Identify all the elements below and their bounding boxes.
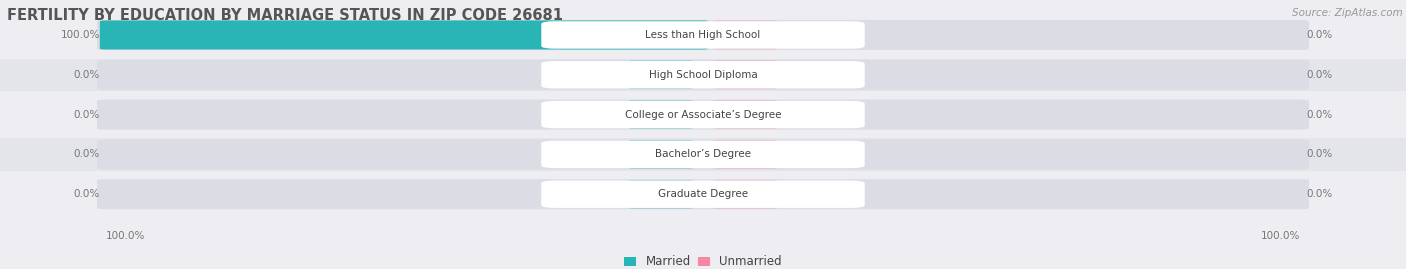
FancyBboxPatch shape [713, 100, 778, 129]
FancyBboxPatch shape [97, 20, 1309, 50]
Text: Graduate Degree: Graduate Degree [658, 189, 748, 199]
Text: 0.0%: 0.0% [73, 109, 100, 120]
Text: College or Associate’s Degree: College or Associate’s Degree [624, 109, 782, 120]
Text: Less than High School: Less than High School [645, 30, 761, 40]
FancyBboxPatch shape [97, 60, 1309, 90]
FancyBboxPatch shape [628, 61, 693, 89]
FancyBboxPatch shape [713, 61, 778, 89]
FancyBboxPatch shape [97, 100, 1309, 130]
FancyBboxPatch shape [0, 19, 1406, 51]
FancyBboxPatch shape [541, 180, 865, 208]
FancyBboxPatch shape [541, 101, 865, 128]
Text: 0.0%: 0.0% [1306, 189, 1333, 199]
Text: High School Diploma: High School Diploma [648, 70, 758, 80]
Text: 100.0%: 100.0% [105, 231, 145, 241]
Text: FERTILITY BY EDUCATION BY MARRIAGE STATUS IN ZIP CODE 26681: FERTILITY BY EDUCATION BY MARRIAGE STATU… [7, 8, 562, 23]
Text: 0.0%: 0.0% [1306, 109, 1333, 120]
FancyBboxPatch shape [628, 140, 693, 169]
FancyBboxPatch shape [541, 21, 865, 49]
FancyBboxPatch shape [713, 21, 778, 49]
FancyBboxPatch shape [713, 180, 778, 208]
Text: 0.0%: 0.0% [73, 189, 100, 199]
FancyBboxPatch shape [100, 20, 709, 49]
Legend: Married, Unmarried: Married, Unmarried [624, 256, 782, 268]
FancyBboxPatch shape [541, 141, 865, 168]
FancyBboxPatch shape [713, 140, 778, 169]
Text: 0.0%: 0.0% [73, 70, 100, 80]
FancyBboxPatch shape [97, 139, 1309, 169]
Text: 0.0%: 0.0% [73, 149, 100, 160]
Text: 0.0%: 0.0% [1306, 70, 1333, 80]
Text: 0.0%: 0.0% [1306, 30, 1333, 40]
FancyBboxPatch shape [541, 61, 865, 89]
FancyBboxPatch shape [0, 59, 1406, 91]
FancyBboxPatch shape [97, 179, 1309, 209]
FancyBboxPatch shape [628, 180, 693, 208]
Text: Source: ZipAtlas.com: Source: ZipAtlas.com [1292, 8, 1403, 18]
Text: 100.0%: 100.0% [60, 30, 100, 40]
Text: Bachelor’s Degree: Bachelor’s Degree [655, 149, 751, 160]
FancyBboxPatch shape [0, 138, 1406, 171]
Text: 100.0%: 100.0% [1261, 231, 1301, 241]
FancyBboxPatch shape [0, 178, 1406, 210]
FancyBboxPatch shape [0, 98, 1406, 131]
FancyBboxPatch shape [628, 100, 693, 129]
Text: 0.0%: 0.0% [1306, 149, 1333, 160]
